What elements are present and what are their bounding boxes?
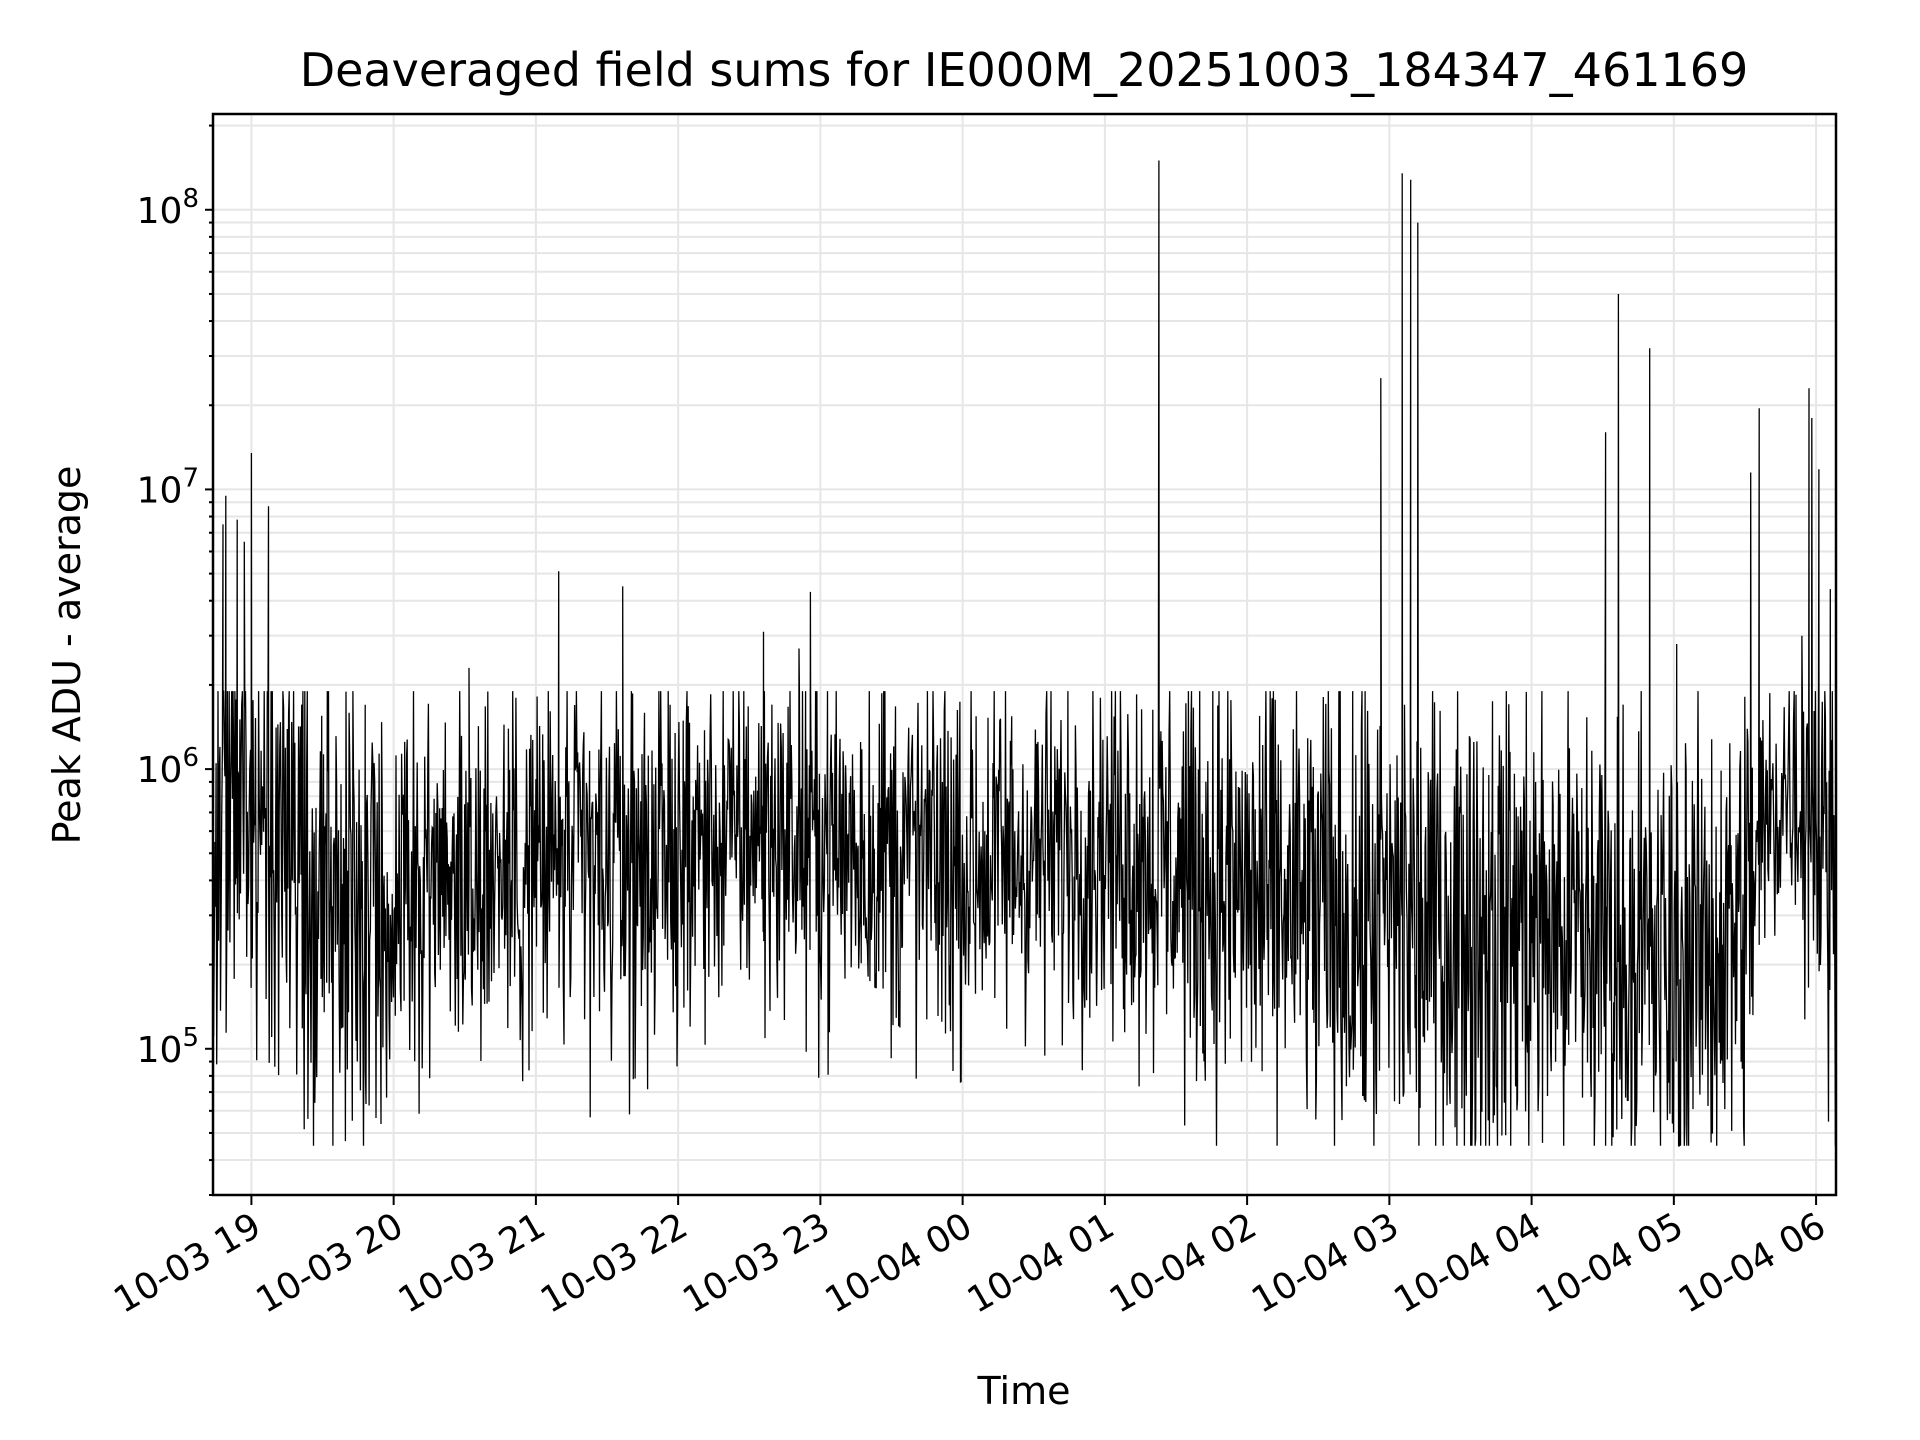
x-tick-label: 10-04 02 [1103,1205,1264,1321]
x-tick-label: 10-04 01 [961,1205,1122,1321]
x-tick-label: 10-03 22 [534,1205,695,1321]
y-tick-label: 105 [137,1023,199,1071]
y-tick-label: 106 [137,743,199,791]
x-tick-label: 10-04 06 [1672,1205,1833,1321]
x-tick-label: 10-03 21 [392,1205,553,1321]
x-tick-label: 10-04 05 [1530,1205,1691,1321]
x-tick-label: 10-04 03 [1245,1205,1406,1321]
x-axis-label: Time [977,1369,1071,1413]
series-line [213,160,1836,1147]
y-tick-label: 108 [137,184,199,232]
x-tick-label: 10-04 00 [818,1205,979,1321]
grid [213,114,1836,1196]
series [213,160,1836,1147]
x-tick-label: 10-03 19 [107,1205,268,1321]
y-axis-label: Peak ADU - average [45,466,89,845]
x-tick-label: 10-04 04 [1387,1205,1548,1321]
plot-frame [211,112,1838,1197]
y-tick-label: 107 [137,463,199,511]
chart-title: Deaveraged field sums for IE000M_2025100… [300,43,1749,97]
x-tick-label: 10-03 23 [676,1205,837,1321]
y-axis: 105 106 107 108 [137,124,213,1196]
x-tick-label: 10-03 20 [249,1205,410,1321]
